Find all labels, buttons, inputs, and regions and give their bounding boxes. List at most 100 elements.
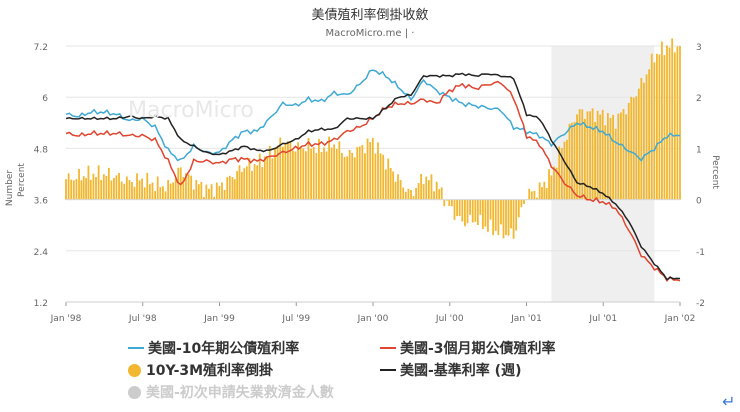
x-tick-label: Jan '99 [203, 314, 235, 324]
spread-bar [226, 177, 229, 200]
spread-bar [671, 38, 674, 200]
spread-bar [156, 176, 159, 200]
legend-line-icon [128, 347, 144, 349]
left-axis-title-top: Number [5, 170, 15, 206]
spread-bar [422, 184, 425, 200]
spread-bar [399, 179, 402, 200]
spread-bar [82, 176, 85, 200]
legend-item[interactable]: 美國-3個月期公債殖利率 [380, 338, 556, 358]
spread-bar [187, 174, 190, 200]
return-arrow-icon[interactable]: ↵ [722, 392, 736, 411]
spread-bar [148, 184, 151, 200]
legend-label: 美國-10年期公債殖利率 [148, 341, 300, 357]
legend-item[interactable]: 10Y-3M殖利率倒掛 [128, 360, 273, 380]
spread-bar [364, 153, 366, 200]
spread-bar [133, 186, 136, 200]
spread-bar [138, 180, 141, 200]
spread-bar [645, 74, 648, 200]
spread-bar [609, 117, 612, 200]
series-line [65, 69, 681, 162]
spread-bar [528, 188, 531, 200]
spread-bar [558, 146, 561, 200]
spread-bar [294, 151, 297, 200]
spread-bar [162, 186, 164, 200]
spread-bar [417, 183, 420, 200]
legend-item[interactable]: 美國-初次申請失業救濟金人數 [128, 382, 334, 402]
spread-bar [299, 147, 302, 200]
spread-bar [243, 168, 246, 200]
spread-bar [637, 88, 640, 200]
spread-bar [663, 55, 666, 200]
right-tick-label: -2 [696, 299, 705, 309]
spread-bar [131, 181, 133, 200]
spread-bar [366, 138, 369, 200]
spread-bar [102, 174, 105, 200]
spread-bar [583, 118, 586, 200]
spread-bar [427, 180, 430, 200]
spread-bar [622, 109, 625, 200]
spread-bar [425, 176, 428, 200]
spread-bar [164, 191, 167, 200]
legend-label: 10Y-3M殖利率倒掛 [146, 363, 274, 379]
spread-bar [553, 166, 555, 200]
spread-bar [284, 143, 287, 200]
legend-item[interactable]: 美國-10年期公債殖利率 [128, 338, 299, 358]
spread-bar [268, 145, 271, 200]
spread-bar [307, 137, 310, 200]
spread-bar [415, 187, 417, 200]
left-tick-label: 2.4 [34, 248, 49, 258]
spread-bar [185, 173, 187, 200]
spread-bar [125, 176, 128, 200]
spread-bar [578, 109, 581, 200]
spread-bar [215, 182, 218, 200]
legend-label: 美國-初次申請失業救濟金人數 [146, 385, 334, 401]
spread-bar [335, 149, 338, 200]
spread-bar [586, 111, 589, 200]
spread-bar [573, 121, 576, 200]
chart-subtitle: MacroMicro.me | · [326, 28, 415, 39]
spread-bar [361, 144, 364, 200]
spread-bar [466, 199, 469, 224]
spread-bar [489, 199, 492, 220]
spread-bar [412, 196, 415, 200]
spread-bar [343, 156, 346, 200]
spread-bar [195, 179, 198, 200]
spread-bar [505, 199, 507, 236]
spread-bar [614, 128, 617, 200]
x-tick-label: Jan '01 [510, 314, 542, 324]
spread-bar [484, 199, 487, 227]
spread-bar [661, 41, 663, 200]
spread-bar [190, 175, 193, 200]
spread-bar [141, 178, 143, 200]
spread-bar [85, 178, 87, 200]
spread-bar [146, 172, 149, 200]
spread-bar [310, 148, 312, 200]
spread-bar [72, 180, 75, 200]
spread-bar [599, 114, 602, 200]
legend-label: 美國-3個月期公債殖利率 [400, 341, 556, 357]
spread-bar [563, 141, 566, 200]
spread-bar [120, 181, 123, 200]
spread-bar [202, 196, 205, 200]
spread-bar [543, 181, 546, 200]
spread-bar [87, 165, 90, 200]
spread-bar [231, 177, 234, 200]
spread-bar [248, 158, 251, 200]
spread-bar [356, 147, 359, 200]
spread-bar [420, 173, 423, 200]
spread-bar [474, 199, 477, 222]
spread-bar [70, 179, 73, 200]
spread-bar [97, 165, 100, 200]
legend-item[interactable]: 美國-基準利率 (週) [380, 360, 521, 380]
spread-bar [110, 180, 113, 200]
spread-bar [548, 169, 550, 200]
spread-bar [276, 145, 279, 200]
spread-bar [377, 142, 379, 200]
spread-bar [471, 199, 474, 223]
spread-bar [440, 187, 443, 200]
spread-bar [256, 165, 259, 200]
series-line [65, 72, 681, 281]
spread-bar [512, 199, 515, 239]
spread-bar [625, 114, 628, 200]
spread-bar [402, 187, 405, 200]
